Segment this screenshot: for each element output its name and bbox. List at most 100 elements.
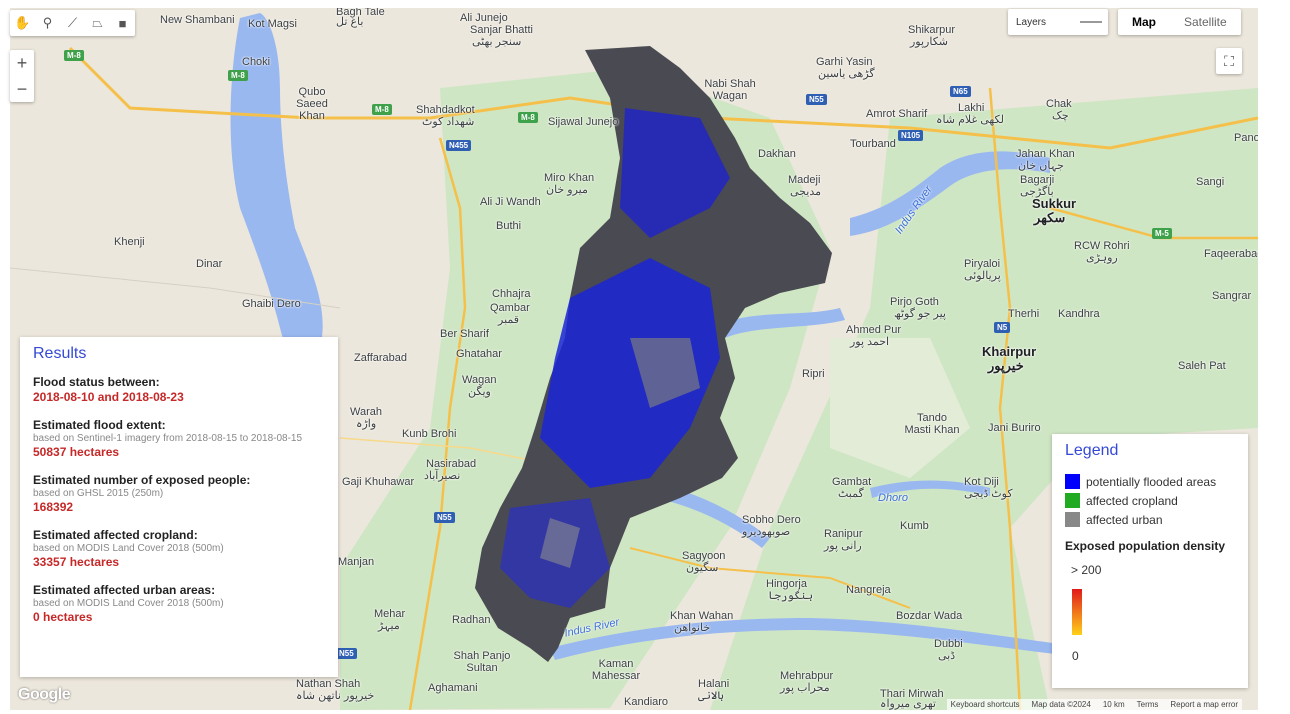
highway-shield: N455	[446, 140, 472, 151]
place-label: Ali Junejo	[460, 12, 508, 24]
highway-shield: N55	[806, 94, 827, 105]
place-label: Khairpur	[982, 344, 1037, 359]
legend-label: potentially flooded areas	[1086, 474, 1217, 489]
density-min-label: 0	[1072, 649, 1079, 663]
place-label: Ahmed Pur	[846, 324, 902, 336]
highway	[408, 137, 467, 710]
keyboard-shortcuts-link[interactable]: Keyboard shortcuts	[950, 700, 1020, 709]
legend-panel: Legend potentially flooded areas affecte…	[1052, 434, 1248, 688]
map-canvas[interactable]: New Shambani Kot Magsi Bagh Tale باغ تل …	[10, 8, 1258, 710]
urban-value: 0 hectares	[33, 610, 93, 624]
legend-item-flooded: potentially flooded areas	[1065, 474, 1235, 489]
map-type-map-button[interactable]: Map	[1132, 15, 1156, 29]
place-label: شکارپور	[910, 36, 949, 48]
layers-control[interactable]: Layers	[1008, 9, 1108, 35]
place-label: Bagarji	[1020, 174, 1055, 186]
place-label: لکھی غلام شاہ	[936, 114, 1004, 126]
report-error-link[interactable]: Report a map error	[1170, 700, 1238, 709]
exposed-people-heading: Estimated number of exposed people:	[33, 473, 251, 487]
place-label: Sanjar Bhatti	[470, 24, 533, 36]
marker-icon[interactable]: ⚲	[42, 15, 53, 30]
green-area	[830, 338, 970, 478]
polygon-icon[interactable]: ⏢	[92, 15, 103, 30]
map-basemap	[10, 8, 1258, 710]
place-label: Bozdar Wada	[896, 610, 963, 622]
place-label: Kandiaro	[624, 696, 669, 708]
zoom-in-button[interactable]: +	[16, 52, 28, 73]
green-area	[710, 88, 1258, 710]
place-label: روہڑی	[1086, 252, 1118, 264]
place-label: Ghatahar	[456, 348, 502, 360]
place-label: Sagyoon	[682, 550, 726, 562]
place-label: Sijawal Junejo	[548, 116, 619, 128]
cropland-value: 33357 hectares	[33, 555, 120, 569]
cropland-heading: Estimated affected cropland:	[33, 528, 198, 542]
place-label: Nabi Shah Wagan	[704, 78, 756, 102]
scale-bar[interactable]: 10 km	[1102, 700, 1125, 709]
indus-river-water	[850, 151, 1050, 236]
place-label: Ranipur	[824, 528, 863, 540]
place-label: Nangreja	[846, 584, 891, 596]
rectangle-icon[interactable]: ■	[118, 15, 127, 31]
place-label: Zaffarabad	[354, 352, 408, 364]
place-label: Mehar	[374, 608, 406, 620]
place-label: میرو خان	[546, 184, 588, 196]
road	[629, 547, 911, 609]
highway	[988, 87, 1022, 710]
place-label: Manjan	[338, 556, 375, 568]
layers-opacity-slider[interactable]	[1080, 21, 1102, 23]
highway-shield: M-8	[518, 112, 538, 123]
affected-urban-area	[630, 338, 700, 408]
place-label: Ripri	[802, 368, 825, 380]
place-label: خیرپور	[988, 358, 1024, 373]
legend-swatch	[1065, 493, 1080, 508]
place-label: سگیون	[686, 562, 719, 574]
place-label: Chak	[1046, 98, 1072, 110]
place-label: Garhi Yasin	[816, 56, 873, 68]
place-label: Ghaibi Dero	[242, 298, 301, 310]
place-label: Miro Khan	[544, 172, 595, 184]
flood-extent-heading: Estimated flood extent:	[33, 418, 166, 432]
place-label: Madeji	[788, 174, 821, 186]
place-label: Ber Sharif	[440, 328, 489, 340]
place-label: Kunb Brohi	[402, 428, 457, 440]
flood-extent-value: 50837 hectares	[33, 445, 120, 459]
place-label: Radhan	[452, 614, 491, 626]
flood-extent-source: based on Sentinel-1 imagery from 2018-08…	[33, 433, 303, 444]
zoom-out-button[interactable]: −	[16, 78, 28, 99]
terms-link[interactable]: Terms	[1136, 700, 1159, 709]
place-label: احمد پور	[850, 336, 890, 348]
map-type-satellite-button[interactable]: Satellite	[1184, 15, 1227, 29]
place-label: رانی پور	[824, 540, 862, 552]
place-label: Sobho Dero	[742, 514, 801, 526]
place-label: Tando Masti Khan	[904, 412, 960, 436]
fullscreen-icon[interactable]: ⛶	[1216, 48, 1242, 74]
place-label: Thari Mirwah	[880, 688, 944, 700]
dhoro-water	[870, 480, 990, 498]
place-label: Pano Ak	[1234, 132, 1258, 144]
legend-title: Legend	[1065, 442, 1119, 459]
place-label: Jani Buriro	[988, 422, 1041, 434]
highway	[68, 46, 1258, 150]
flood-status-heading: Flood status between:	[33, 375, 160, 389]
place-label: Kaman Mahessar	[591, 658, 641, 682]
place-label: Sangi	[1196, 176, 1225, 188]
place-label: تھری میرواہ	[880, 698, 936, 710]
flood-status-value: 2018-08-10 and 2018-08-23	[33, 390, 184, 404]
exposed-people-source: based on GHSL 2015 (250m)	[33, 488, 164, 499]
place-label: Ali Ji Wandh	[480, 196, 541, 208]
results-title: Results	[33, 345, 87, 362]
place-label: Qambar	[490, 302, 530, 314]
hand-icon[interactable]: ✋	[14, 15, 31, 30]
place-label: Bagh Tale	[336, 8, 385, 18]
place-label: قمبر	[498, 314, 520, 326]
place-label: Mehrabpur	[780, 670, 834, 682]
flooded-area	[620, 108, 730, 238]
zoom-control: + −	[10, 50, 34, 102]
place-label: محراب پور	[780, 682, 830, 694]
place-label: پیر جو گوٹھ	[894, 308, 946, 320]
place-label: Dakhan	[758, 148, 796, 160]
river-water	[710, 308, 845, 340]
line-icon[interactable]: ⟋	[67, 15, 78, 30]
place-label: سکھر	[1034, 210, 1066, 225]
